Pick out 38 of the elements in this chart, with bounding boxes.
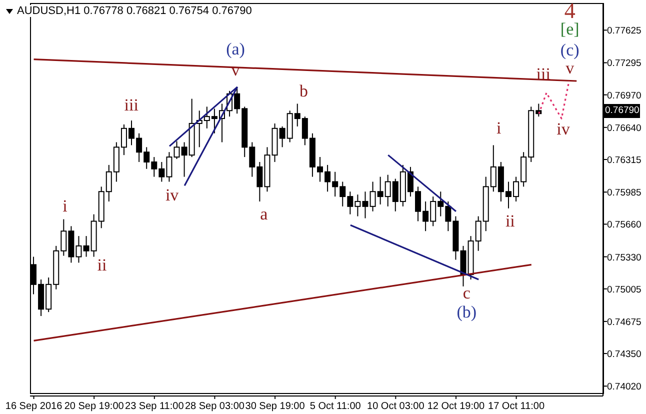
annotation: (b) [456, 302, 477, 322]
annotation: i [496, 118, 502, 138]
annotation: v [566, 58, 574, 78]
chart-title: AUDUSD,H1 0.76778 0.76821 0.76754 0.76790 [17, 5, 252, 17]
y-tick-label: 0.77295 [607, 58, 642, 70]
y-tick-label: 0.75005 [607, 284, 642, 296]
y-tick-label: 0.76315 [607, 155, 642, 166]
y-tick-label: 0.75330 [607, 252, 642, 264]
y-tick-label: 0.76640 [607, 122, 642, 134]
annotation: (c) [560, 40, 580, 60]
annotation: iii [536, 64, 550, 84]
y-tick-label: 0.76970 [607, 90, 642, 102]
x-tick-label: 23 Sep 11:00 [125, 401, 184, 412]
annotation: (a) [226, 39, 245, 58]
y-tick-label: 0.74350 [607, 349, 642, 360]
y-tick-label: 0.74020 [607, 382, 642, 393]
annotation: c [462, 283, 470, 302]
x-tick-label: 17 Oct 11:00 [488, 401, 545, 412]
annotation: iv [556, 120, 570, 139]
text: 0.76790 [604, 104, 640, 118]
annotation: ii [97, 255, 107, 274]
x-tick-label: 20 Sep 19:00 [64, 401, 124, 412]
x-tick-label: 28 Sep 03:00 [184, 401, 245, 412]
x-tick-label: 16 Sep 2016 [5, 401, 63, 412]
y-tick-label: 0.75660 [607, 220, 642, 231]
x-tick-label: 5 Oct 11:00 [310, 401, 362, 412]
annotation: a [260, 204, 268, 224]
y-tick-label: 0.74675 [607, 316, 642, 328]
x-tick-label: 10 Oct 03:00 [367, 401, 425, 412]
x-tick-label: 30 Sep 19:00 [245, 401, 306, 412]
annotation: ii [505, 211, 515, 230]
y-tick-label: 0.77625 [607, 26, 642, 37]
annotation: b [299, 81, 308, 100]
y-tick-label: 0.75985 [607, 188, 642, 199]
annotation: i [62, 196, 68, 216]
annotation: iv [165, 185, 179, 204]
x-tick-label: 12 Oct 19:00 [427, 401, 486, 412]
annotation: iii [124, 96, 138, 115]
